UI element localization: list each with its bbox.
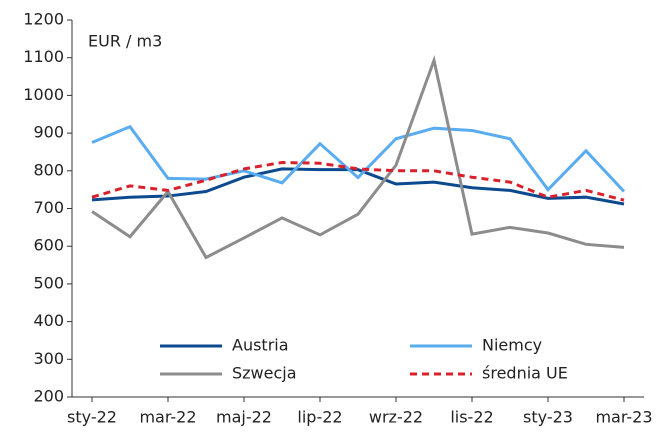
y-tick-label: 500: [33, 273, 64, 292]
y-tick-label: 200: [33, 387, 64, 406]
x-tick-label: mar-23: [595, 408, 652, 427]
unit-annotation: EUR / m3: [88, 32, 162, 51]
legend-label: Szwecja: [232, 364, 297, 383]
y-tick-label: 300: [33, 349, 64, 368]
y-tick-label: 1200: [23, 10, 64, 29]
legend-label: Niemcy: [482, 336, 542, 355]
series-line: [91, 167, 625, 206]
y-tick-label: 900: [33, 123, 64, 142]
x-tick-label: maj-22: [216, 408, 272, 427]
y-tick-label: 600: [33, 236, 64, 255]
x-tick-label: sty-23: [523, 408, 573, 427]
x-tick-label: sty-22: [67, 408, 117, 427]
x-tick-label: mar-22: [139, 408, 196, 427]
legend-label: Austria: [232, 336, 289, 355]
legend-label: średnia UE: [482, 364, 568, 383]
y-tick-label: 1000: [23, 85, 64, 104]
x-tick-label: wrz-22: [369, 408, 423, 427]
y-tick-label: 1100: [23, 47, 64, 66]
series-line: [91, 54, 625, 260]
x-tick-label: lip-22: [297, 408, 342, 427]
y-tick-label: 700: [33, 198, 64, 217]
y-tick-label: 800: [33, 160, 64, 179]
y-tick-label: 400: [33, 311, 64, 330]
series-line: [91, 124, 626, 193]
x-tick-label: lis-22: [450, 408, 493, 427]
